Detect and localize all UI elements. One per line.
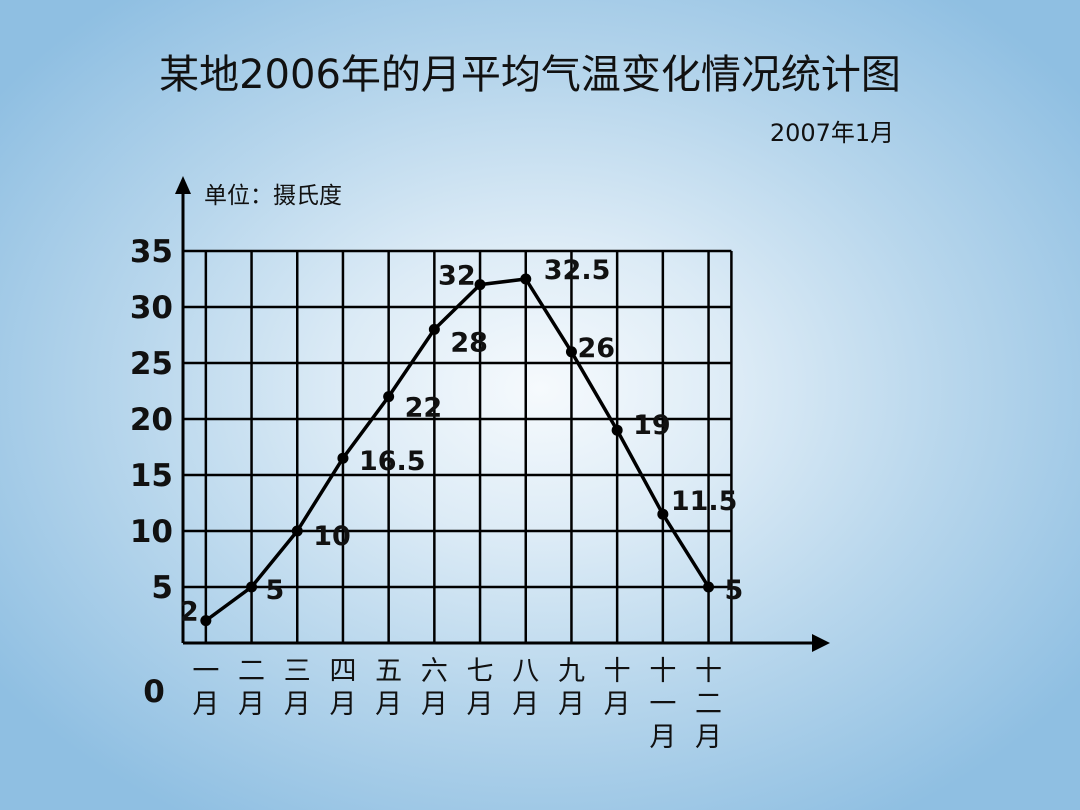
data-labels: 2 5 10 16.5 22 28 32 32.5 26 19 11.5 5 (180, 255, 743, 628)
data-label: 2 (180, 597, 199, 628)
y-tick-label: 30 (130, 290, 173, 326)
data-label: 32 (438, 261, 476, 292)
x-tick-label: 十月 (604, 656, 631, 720)
y-tick-label: 5 (151, 570, 173, 606)
data-point (428, 323, 440, 335)
data-point (291, 525, 303, 537)
x-tick-label: 五月 (375, 656, 402, 720)
x-tick-label: 六月 (421, 656, 448, 720)
unit-label: 单位：摄氏度 (204, 183, 342, 209)
data-label: 32.5 (544, 255, 611, 286)
data-label: 16.5 (359, 446, 426, 477)
y-tick-label: 35 (130, 234, 173, 270)
x-tick-label: 三月 (284, 656, 311, 720)
data-point (200, 615, 212, 627)
axes (175, 176, 830, 652)
x-tick-label: 二月 (238, 656, 265, 720)
x-tick-label: 七月 (467, 656, 494, 720)
origin-label: 0 (143, 674, 165, 710)
series-line (204, 277, 711, 623)
chart-title: 某地2006年的月平均气温变化情况统计图 (159, 52, 901, 98)
x-tick-label: 九月 (558, 656, 585, 720)
data-point (657, 508, 669, 520)
x-tick-label: 十二月 (695, 656, 722, 753)
data-point (246, 581, 258, 593)
data-point (337, 452, 349, 464)
y-tick-label: 10 (130, 514, 173, 550)
y-tick-label: 20 (130, 402, 173, 438)
data-label: 22 (405, 393, 443, 424)
x-tick-label: 十一月 (649, 656, 676, 753)
data-label: 11.5 (671, 486, 738, 517)
data-point (383, 391, 395, 403)
data-label: 5 (266, 575, 285, 606)
chart-date: 2007年1月 (770, 119, 894, 147)
data-label: 26 (577, 333, 615, 364)
data-label: 28 (450, 327, 488, 358)
x-tick-label: 八月 (512, 656, 539, 720)
x-axis-arrow (812, 634, 830, 652)
y-axis-ticks: 5 10 15 20 25 30 35 (130, 234, 173, 606)
data-label: 5 (725, 575, 744, 606)
data-point (565, 346, 577, 358)
y-tick-label: 25 (130, 346, 173, 382)
y-tick-label: 15 (130, 458, 173, 494)
x-tick-label: 一月 (192, 656, 219, 720)
y-axis-arrow (175, 176, 191, 194)
data-label: 10 (313, 521, 351, 552)
x-tick-label: 四月 (329, 656, 356, 720)
data-point (474, 279, 486, 291)
data-point (520, 273, 532, 285)
data-point (611, 424, 623, 436)
data-point (703, 581, 715, 593)
series-temperature (200, 273, 715, 627)
data-label: 19 (633, 410, 671, 441)
